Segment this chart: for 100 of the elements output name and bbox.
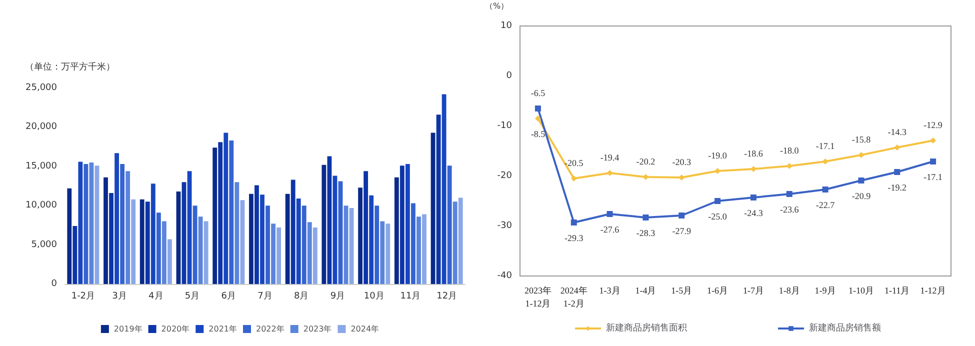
x-tick-label: 9月	[330, 292, 346, 302]
bar	[84, 164, 88, 284]
data-label: -20.2	[636, 156, 656, 166]
data-label: -17.1	[924, 172, 942, 182]
bar	[349, 208, 354, 284]
bar	[374, 206, 380, 284]
x-tick-label: 1-12月	[920, 286, 946, 296]
bar	[212, 148, 218, 284]
y-axis-title: （单位：万平方千米）	[25, 62, 115, 72]
y-tick-label: 20,000	[26, 122, 58, 132]
bar	[307, 222, 312, 284]
data-label: -23.6	[780, 204, 800, 214]
bar	[67, 188, 72, 284]
y-tick-label: 5,000	[31, 240, 58, 250]
data-label: -6.5	[530, 88, 546, 98]
bar	[114, 153, 119, 284]
bar	[400, 166, 404, 284]
point	[606, 211, 613, 217]
bar	[458, 198, 463, 284]
bar	[229, 140, 234, 284]
x-tick-label: 1-6月	[707, 286, 728, 296]
legend-label: 2024年	[350, 324, 380, 334]
bar	[296, 198, 301, 284]
bar	[120, 164, 125, 284]
bar	[285, 194, 290, 284]
bar	[140, 199, 144, 284]
x-tick-label: 8月	[294, 292, 309, 302]
point	[750, 194, 756, 200]
point	[534, 116, 541, 122]
bar	[358, 188, 363, 284]
bar	[422, 214, 426, 284]
data-label: -22.7	[816, 200, 836, 210]
x-tick-label: 1-3月	[599, 286, 620, 296]
point	[786, 191, 792, 197]
bar	[405, 164, 410, 284]
data-label: -24.3	[744, 208, 764, 218]
data-label: -25.0	[708, 212, 728, 222]
bar	[104, 177, 108, 284]
data-label: -20.5	[564, 158, 584, 168]
bar	[430, 132, 436, 284]
bar	[386, 224, 390, 284]
data-label: -8.5	[530, 129, 546, 139]
x-tick-label: 1-9月	[814, 286, 836, 296]
data-label: -18.0	[780, 146, 800, 156]
bar	[176, 191, 181, 284]
bar	[78, 162, 83, 284]
bar	[72, 226, 78, 284]
point	[894, 169, 900, 175]
bar	[416, 216, 421, 284]
bar	[302, 206, 306, 284]
y-tick-label: -20	[497, 171, 512, 181]
bar	[411, 203, 416, 284]
x-tick-label: 1-7月	[742, 286, 764, 296]
data-label: -20.3	[672, 157, 692, 167]
point	[858, 152, 864, 158]
bar	[224, 132, 228, 284]
bar	[109, 193, 114, 284]
x-tick-label: 1-8月	[778, 286, 800, 296]
bar	[240, 200, 245, 284]
legend-label: 2022年	[256, 324, 284, 334]
x-tick-label: 10月	[364, 292, 384, 302]
y-tick-label: 0	[506, 71, 512, 81]
point	[714, 198, 721, 204]
bar	[126, 171, 130, 284]
x-tick-label: 12月	[436, 292, 458, 302]
bar	[276, 228, 281, 284]
data-label: -12.9	[924, 120, 943, 130]
data-label: -28.3	[636, 228, 656, 238]
y-axis-title: （%）	[485, 2, 509, 10]
bar	[312, 228, 318, 284]
y-tick-label: 15,000	[26, 161, 58, 172]
point	[570, 220, 577, 226]
point	[606, 170, 613, 176]
x-tick-label: 1-5月	[671, 286, 692, 296]
y-tick-label: -10	[497, 121, 512, 131]
x-tick-label: 2024年 1-2月	[560, 286, 588, 308]
y-tick-label: -30	[497, 221, 512, 231]
bar	[249, 194, 254, 284]
data-label: -19.0	[708, 150, 728, 160]
y-tick-label: -40	[497, 271, 512, 281]
bar	[436, 114, 441, 284]
bar	[394, 177, 399, 284]
bar	[266, 206, 270, 284]
legend-label: 新建商品房销售面积	[606, 322, 687, 334]
x-tick-label: 3月	[112, 292, 127, 302]
bar	[338, 181, 343, 284]
bar	[204, 221, 208, 284]
bar	[344, 206, 348, 284]
bar	[327, 156, 332, 284]
y-tick-label: 25,000	[26, 83, 58, 93]
data-label: -18.6	[744, 148, 764, 158]
data-label: -15.8	[852, 134, 872, 144]
legend-label: 2023年	[303, 324, 332, 334]
x-tick-label: 1-2月	[71, 292, 96, 302]
bar	[187, 171, 192, 284]
bar	[94, 166, 100, 284]
point	[822, 186, 828, 192]
bar	[369, 195, 374, 284]
data-label: -27.9	[672, 226, 692, 236]
bar	[452, 202, 458, 284]
